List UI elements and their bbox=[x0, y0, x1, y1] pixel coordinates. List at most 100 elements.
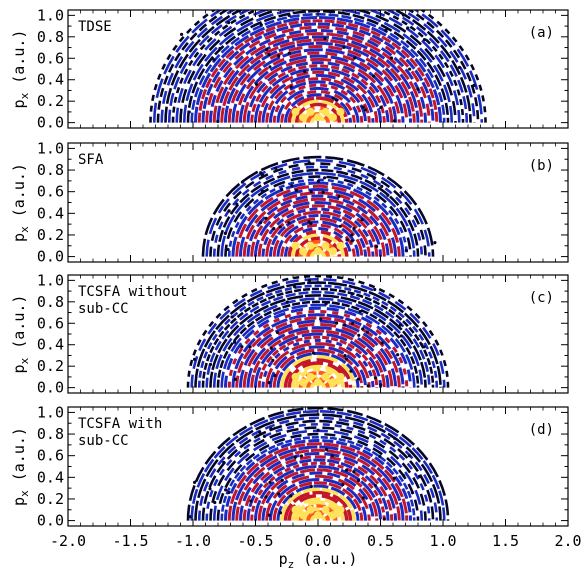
speckle bbox=[192, 357, 197, 361]
interference-ring bbox=[250, 64, 386, 123]
x-tick-label: -0.5 bbox=[237, 532, 273, 550]
core-blob bbox=[329, 378, 337, 387]
interference-ring bbox=[261, 338, 375, 388]
interference-ring bbox=[209, 426, 427, 521]
speckle bbox=[294, 188, 299, 192]
interference-ring bbox=[216, 300, 420, 388]
speckle bbox=[216, 119, 220, 123]
speckle bbox=[402, 474, 406, 478]
speckle bbox=[379, 383, 383, 387]
y-axis-label: px (a.u.) bbox=[10, 295, 31, 374]
speckle bbox=[188, 515, 192, 519]
speckle bbox=[350, 233, 354, 237]
speckle bbox=[334, 321, 339, 325]
interference-ring bbox=[231, 445, 405, 521]
panel-title: SFA bbox=[78, 152, 104, 168]
interference-ring bbox=[209, 28, 427, 123]
interference-ring bbox=[254, 465, 382, 521]
interference-ring bbox=[220, 38, 416, 123]
interference-ring bbox=[197, 416, 439, 521]
interference-ring bbox=[242, 57, 394, 123]
interference-ring bbox=[265, 77, 371, 123]
speckle bbox=[331, 96, 335, 100]
speckle bbox=[179, 32, 184, 36]
interference-ring bbox=[280, 223, 356, 257]
y-tick-label: 0.8 bbox=[37, 425, 64, 443]
speckle bbox=[373, 287, 377, 292]
speckle bbox=[392, 476, 396, 480]
interference-ring bbox=[242, 322, 394, 388]
interference-ring bbox=[272, 348, 364, 388]
speckle bbox=[396, 353, 400, 357]
interference-ring bbox=[227, 44, 409, 123]
speckle bbox=[349, 369, 353, 373]
speckle bbox=[384, 28, 388, 32]
speckle bbox=[272, 226, 276, 231]
interference-ring bbox=[227, 442, 409, 521]
interference-ring bbox=[149, 10, 487, 123]
interference-ring bbox=[272, 83, 364, 123]
speckle bbox=[222, 460, 226, 465]
interference-ring bbox=[250, 197, 386, 257]
speckle bbox=[254, 82, 259, 86]
interference-ring bbox=[239, 452, 397, 521]
speckle bbox=[193, 480, 197, 484]
speckle bbox=[249, 499, 253, 503]
interference-ring bbox=[235, 184, 401, 257]
speckle bbox=[262, 434, 267, 438]
interference-ring bbox=[171, 10, 465, 123]
y-tick-label: 0.8 bbox=[37, 293, 64, 311]
speckle bbox=[289, 494, 293, 498]
speckle bbox=[278, 225, 282, 229]
interference-ring bbox=[220, 436, 416, 521]
x-tick-label: -1.0 bbox=[175, 532, 211, 550]
speckle bbox=[350, 239, 354, 243]
speckle bbox=[287, 51, 291, 55]
speckle bbox=[240, 345, 244, 349]
core-blob bbox=[306, 372, 315, 381]
speckle bbox=[265, 47, 269, 51]
y-tick-label: 0.2 bbox=[37, 226, 64, 244]
interference-ring bbox=[261, 73, 375, 123]
speckle bbox=[279, 187, 284, 191]
speckle bbox=[406, 26, 410, 30]
speckle bbox=[226, 21, 231, 25]
core-blob bbox=[336, 505, 345, 514]
speckle bbox=[358, 309, 362, 314]
interference-ring bbox=[257, 335, 379, 388]
interference-ring bbox=[194, 16, 442, 123]
interference-ring bbox=[235, 448, 401, 521]
interference-ring bbox=[280, 90, 356, 123]
y-tick-label: 1.0 bbox=[37, 6, 64, 24]
speckle bbox=[356, 478, 361, 483]
speckle bbox=[365, 330, 370, 334]
speckle bbox=[303, 69, 307, 74]
y-tick-label: 0.0 bbox=[37, 379, 64, 397]
speckle bbox=[208, 487, 212, 491]
interference-ring bbox=[276, 86, 360, 123]
speckle bbox=[274, 166, 278, 170]
speckle bbox=[227, 209, 231, 213]
panel-title: TCSFA with bbox=[78, 416, 162, 432]
panel-tag: (b) bbox=[529, 158, 554, 174]
speckle bbox=[241, 0, 244, 3]
speckle bbox=[422, 38, 427, 42]
y-tick-label: 0.6 bbox=[37, 447, 64, 465]
interference-ring bbox=[224, 41, 412, 123]
core-blob bbox=[329, 511, 337, 520]
speckle bbox=[223, 231, 227, 235]
speckle bbox=[240, 180, 245, 184]
interference-ring bbox=[269, 80, 367, 123]
speckle bbox=[208, 362, 213, 366]
speckle bbox=[433, 241, 437, 245]
interference-ring bbox=[197, 19, 439, 123]
speckle bbox=[373, 183, 377, 188]
y-tick-label: 0.4 bbox=[37, 336, 64, 354]
speckle bbox=[276, 492, 281, 496]
interference-ring bbox=[257, 70, 379, 123]
speckle bbox=[269, 346, 273, 350]
y-tick-label: 0.4 bbox=[37, 71, 64, 89]
interference-ring bbox=[205, 25, 431, 123]
speckle bbox=[277, 54, 281, 58]
